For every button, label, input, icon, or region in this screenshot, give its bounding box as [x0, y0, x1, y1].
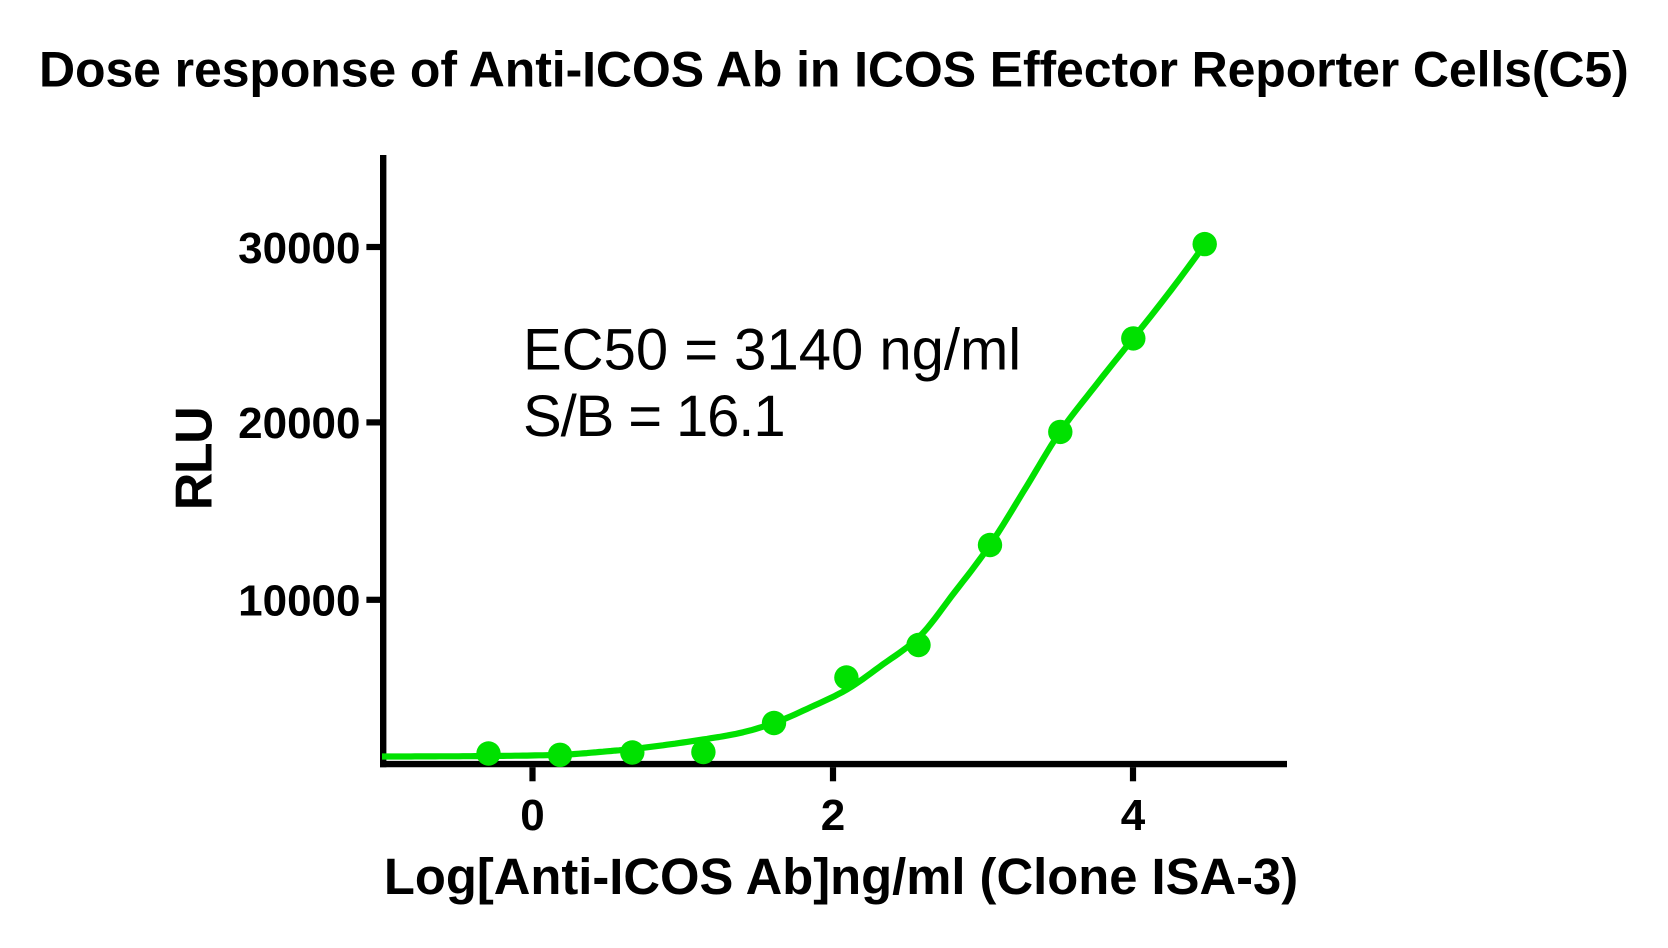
svg-text:S/B = 16.1: S/B = 16.1	[523, 384, 784, 449]
svg-text:4: 4	[1121, 791, 1146, 840]
svg-text:2: 2	[821, 791, 845, 840]
svg-text:0: 0	[520, 791, 544, 840]
svg-text:20000: 20000	[238, 399, 360, 448]
svg-text:30000: 30000	[238, 224, 360, 273]
svg-text:Log[Anti-ICOS Ab]ng/ml (Clone: Log[Anti-ICOS Ab]ng/ml (Clone ISA-3)	[384, 848, 1298, 905]
svg-text:RLU: RLU	[166, 408, 224, 510]
svg-text:Dose response of Anti-ICOS Ab: Dose response of Anti-ICOS Ab in ICOS Ef…	[39, 41, 1629, 97]
svg-text:10000: 10000	[238, 577, 360, 626]
svg-text:EC50 = 3140 ng/ml: EC50 = 3140 ng/ml	[523, 318, 1021, 383]
